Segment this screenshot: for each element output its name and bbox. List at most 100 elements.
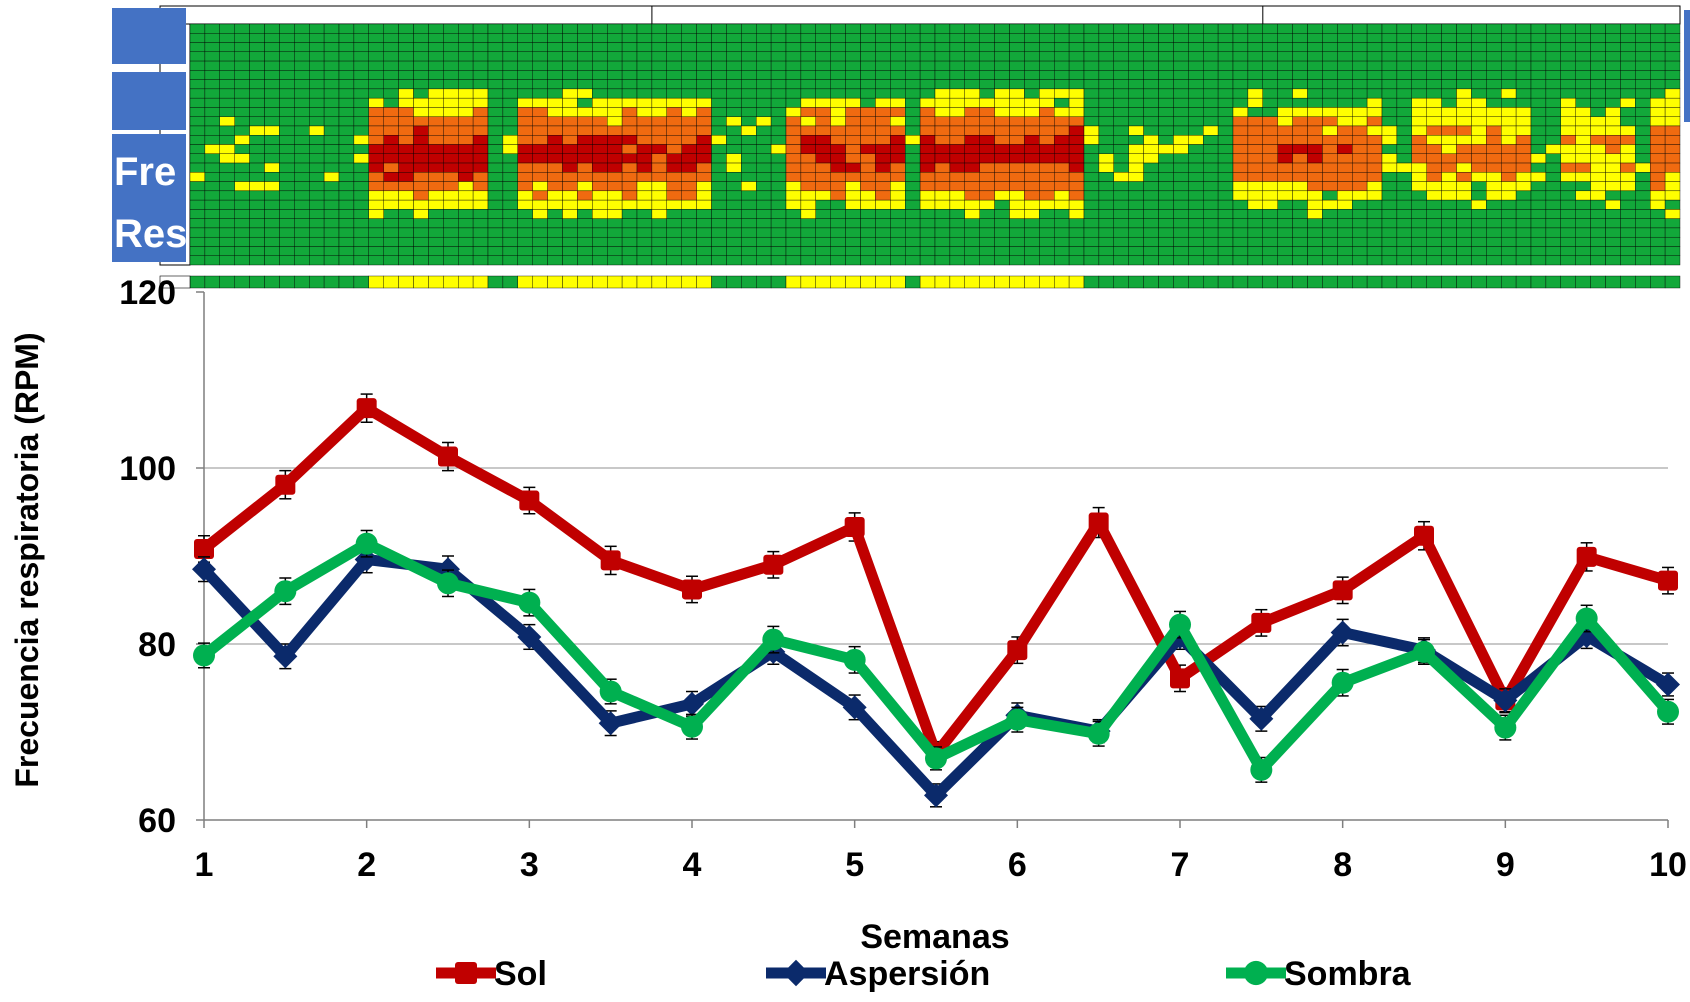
data-point (519, 490, 540, 511)
series-line (199, 554, 1671, 801)
data-point (193, 644, 215, 667)
side-tab-text-line1: Fre (114, 150, 177, 194)
data-point (1658, 570, 1678, 591)
legend-label: Sombra (1284, 955, 1412, 993)
data-point (192, 557, 216, 582)
data-point (355, 532, 378, 555)
data-point (926, 744, 946, 764)
data-point (599, 680, 622, 703)
data-point (1331, 671, 1354, 694)
heatmap-table (159, 5, 1681, 289)
data-point (1249, 706, 1274, 731)
legend-item-aspersión: Aspersión (766, 955, 990, 993)
data-point (356, 398, 377, 419)
data-point (1169, 613, 1191, 636)
data-point (1412, 638, 1436, 663)
data-point (1332, 580, 1353, 601)
x-tick-labels: 1 2 3 4 5 6 7 8 9 10 (195, 846, 1687, 884)
data-point (842, 695, 867, 720)
data-point (1168, 624, 1192, 649)
x-tick-label: 3 (520, 846, 539, 884)
data-point (681, 715, 703, 738)
chart-legend: Sol Aspersión Sombra (436, 955, 1412, 993)
series-line (200, 538, 1673, 776)
data-point (194, 538, 214, 559)
data-point (925, 747, 947, 770)
data-point (680, 691, 704, 716)
y-tick-label: 80 (138, 626, 176, 664)
right-edge-tab (1684, 10, 1690, 122)
legend-item-sombra: Sombra (1226, 955, 1412, 993)
y-tick-label: 100 (119, 450, 176, 488)
data-point (762, 628, 785, 651)
data-point (924, 783, 948, 808)
legend-label: Sol (494, 955, 547, 993)
data-point (1005, 703, 1030, 728)
data-point (1330, 620, 1355, 645)
series-line (200, 402, 1670, 760)
chart-series (192, 393, 1680, 808)
data-point (274, 580, 297, 603)
data-point (1086, 719, 1111, 744)
data-point (273, 644, 298, 669)
data-point (1576, 546, 1597, 567)
data-point (518, 591, 541, 614)
series-aspersión (192, 545, 1680, 808)
data-point (763, 554, 784, 575)
x-tick-label: 2 (357, 846, 376, 884)
data-point (1495, 690, 1516, 711)
series-sol (194, 393, 1678, 768)
data-point (437, 572, 459, 595)
x-tick-label: 5 (845, 846, 864, 884)
data-point (1413, 640, 1435, 663)
data-point (275, 474, 296, 495)
x-axis-label: Semanas (860, 918, 1009, 956)
data-point (1657, 700, 1679, 723)
data-point (761, 639, 786, 664)
side-tab-text-line2: Res (114, 212, 186, 256)
series-sombra (193, 529, 1679, 783)
legend-swatch-marker (782, 959, 810, 987)
legend-item-sol: Sol (436, 955, 547, 993)
side-tab-top (112, 8, 186, 64)
data-point (1494, 716, 1517, 739)
x-tick-label: 4 (683, 846, 702, 884)
data-point (600, 550, 621, 571)
x-tick-label: 1 (195, 846, 214, 884)
data-point (354, 547, 379, 572)
data-point (1006, 708, 1029, 731)
data-point (598, 711, 623, 736)
data-point (1574, 624, 1599, 649)
data-point (1007, 640, 1028, 661)
data-point (1414, 525, 1434, 546)
side-tab-middle (112, 72, 186, 130)
chart-axes (196, 291, 1669, 828)
data-point (1656, 672, 1680, 697)
side-tab-bottom (112, 134, 186, 262)
data-point (1575, 607, 1598, 630)
x-tick-label: 9 (1496, 846, 1515, 884)
data-point (436, 557, 460, 582)
data-point (1088, 512, 1109, 533)
data-point (1250, 758, 1273, 781)
x-tick-label: 8 (1333, 846, 1352, 884)
y-axis-label: Frecuencia respiratoria (RPM) (9, 332, 45, 787)
data-point (843, 648, 866, 671)
y-tick-label: 60 (138, 802, 176, 840)
data-point (438, 446, 458, 467)
data-point (682, 579, 702, 600)
x-tick-label: 7 (1171, 846, 1190, 884)
data-point (1170, 668, 1190, 689)
legend-label: Aspersión (824, 955, 990, 993)
data-point (1251, 612, 1272, 633)
data-point (1493, 688, 1518, 713)
legend-swatch-marker (455, 962, 477, 984)
x-tick-label: 6 (1008, 846, 1027, 884)
chart-gridlines (204, 467, 1668, 645)
data-point (517, 624, 542, 649)
heatmap-cells (189, 23, 1681, 289)
data-point (844, 516, 865, 537)
heatmap-header (159, 5, 1681, 25)
x-tick-label: 10 (1649, 846, 1687, 884)
